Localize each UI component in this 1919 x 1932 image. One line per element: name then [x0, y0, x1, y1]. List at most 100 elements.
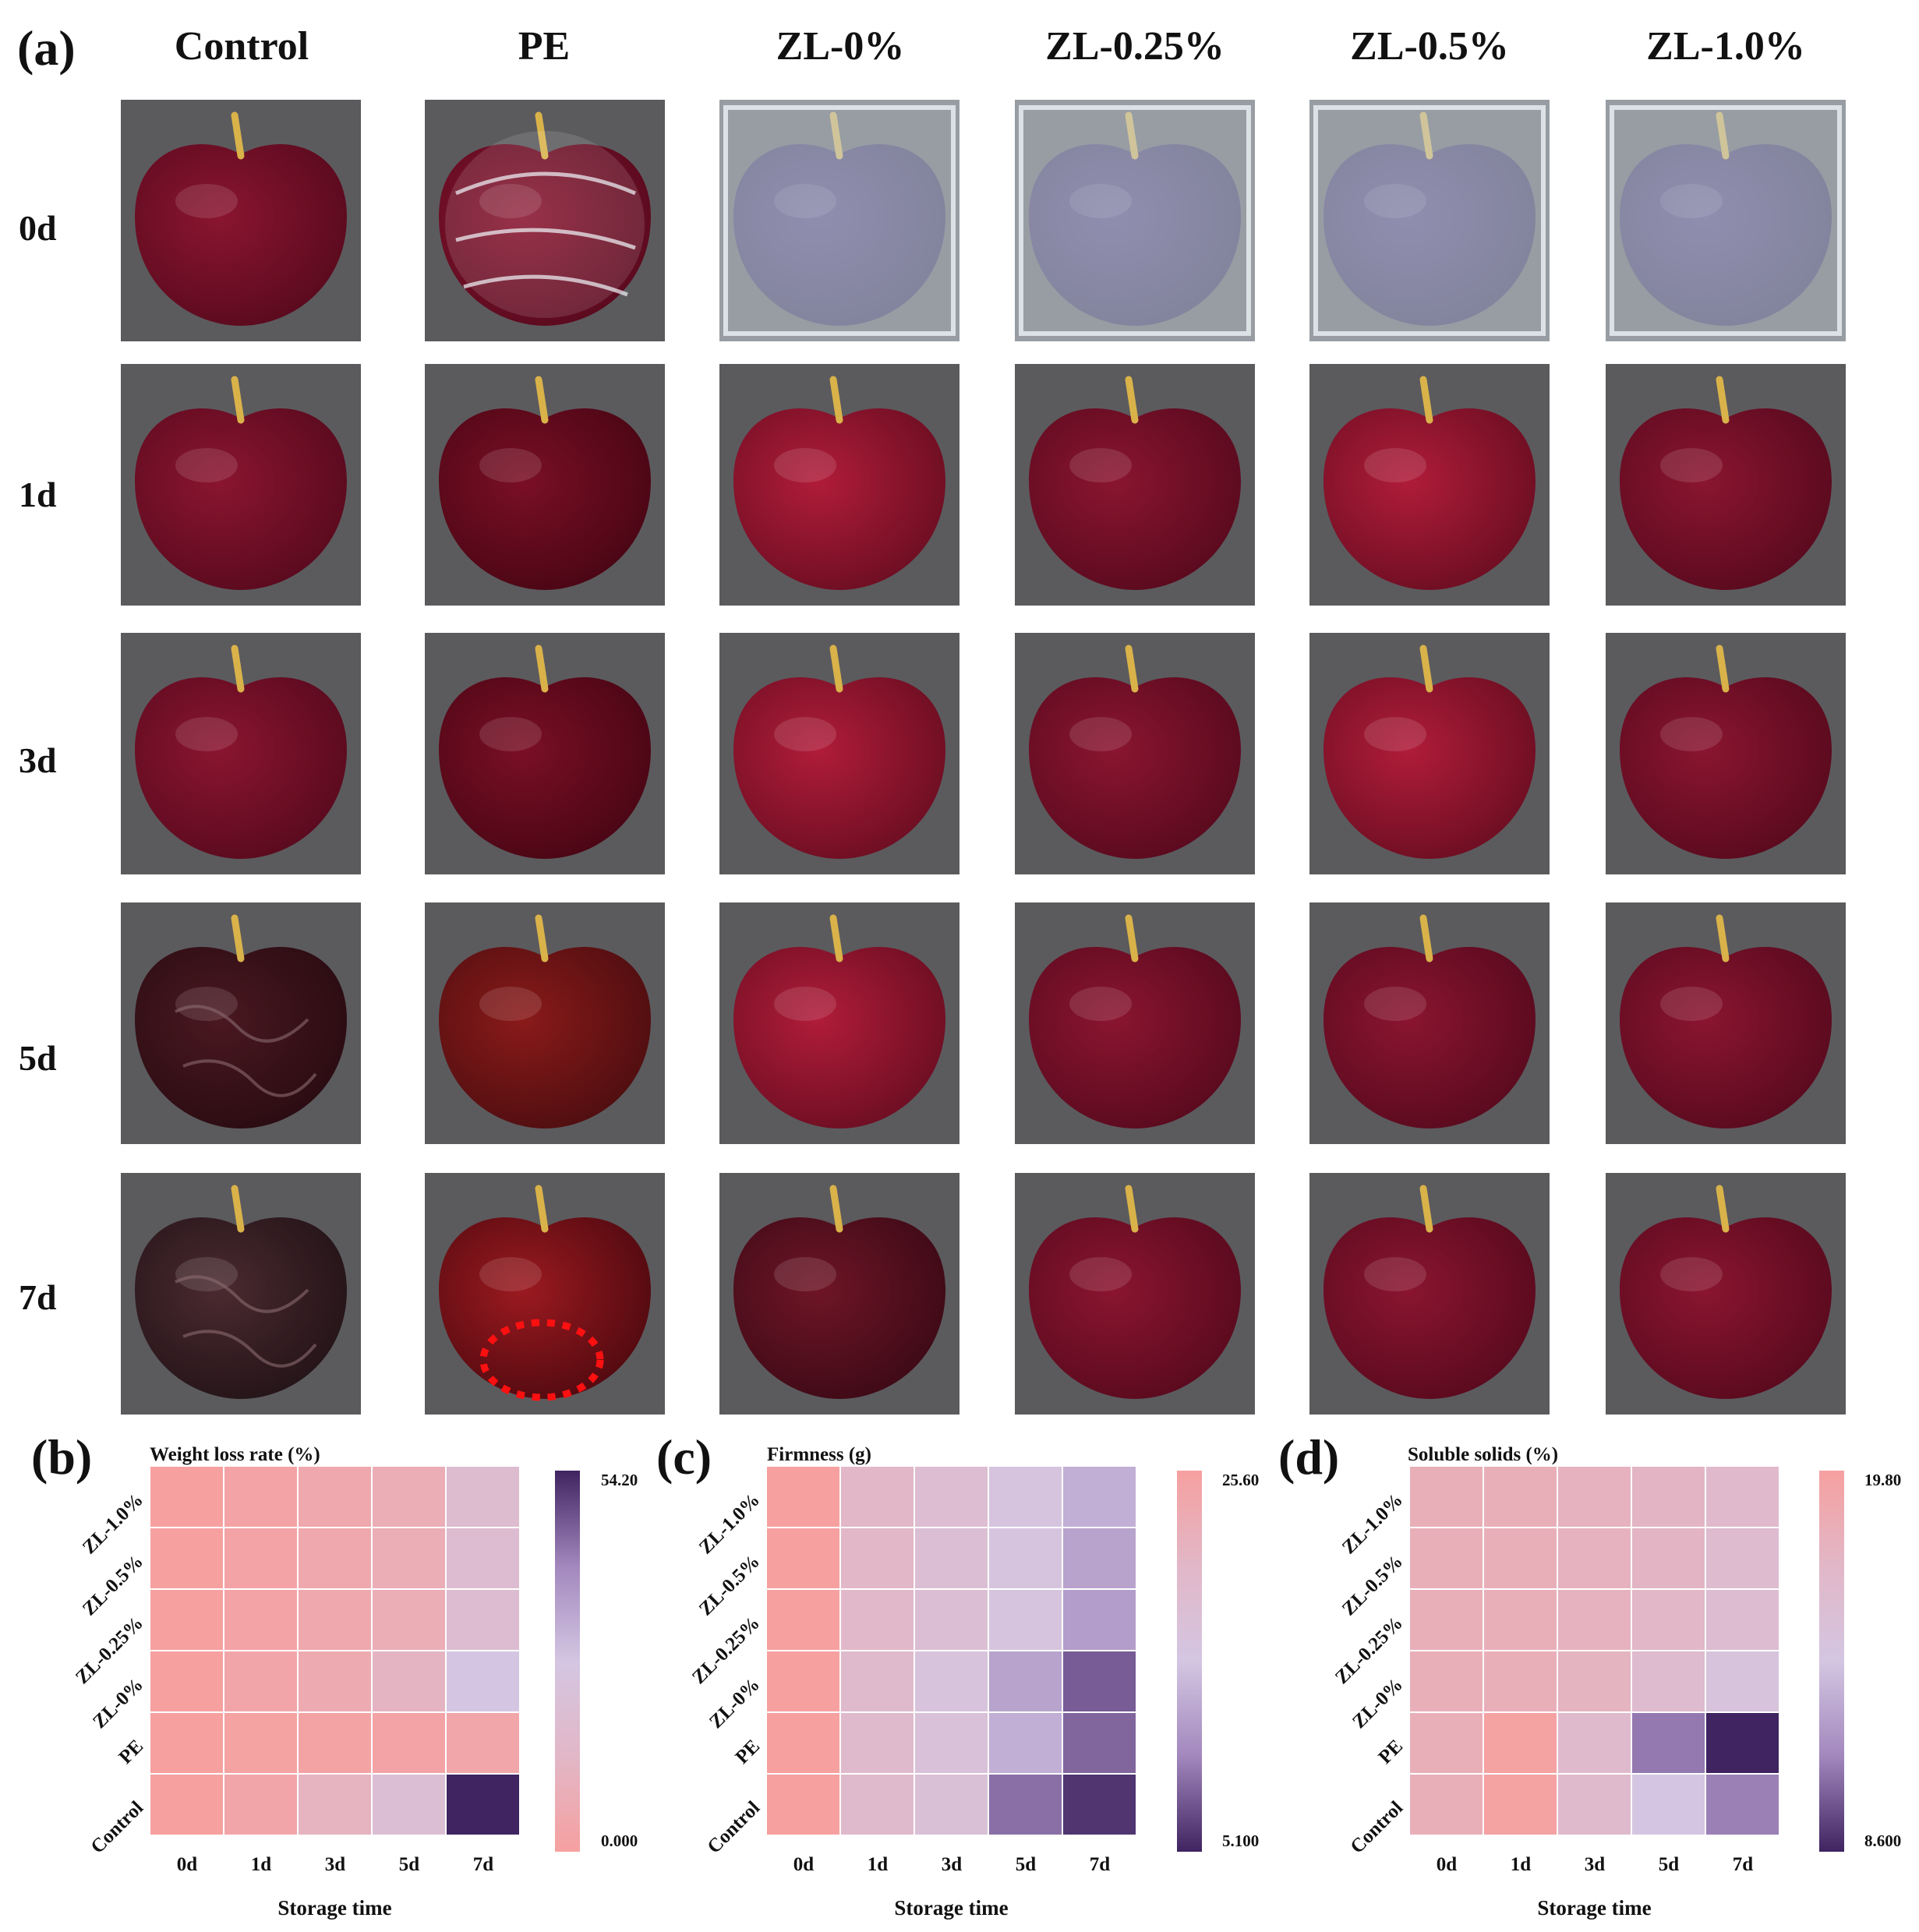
- heatmap-cell: [223, 1527, 299, 1590]
- cherry-photo: [425, 1173, 665, 1415]
- heatmap-cell: [766, 1527, 841, 1590]
- y-tick-label: ZL-0%: [705, 1673, 765, 1732]
- heatmap-cell: [1557, 1527, 1632, 1590]
- heatmap-cell: [371, 1650, 447, 1713]
- heatmap-cell: [223, 1711, 299, 1775]
- heatmap-cell: [1631, 1588, 1706, 1651]
- cherry-photo: [121, 902, 361, 1144]
- cherry-photo: [425, 100, 665, 341]
- heatmap-cell: [445, 1773, 520, 1835]
- x-axis-title: Storage time: [277, 1896, 392, 1920]
- heatmap-cell: [1409, 1773, 1484, 1835]
- cherry-photo: [1309, 364, 1550, 606]
- heatmap-cell: [445, 1588, 520, 1651]
- heatmap-cell: [223, 1773, 299, 1835]
- row-header-0d: 0d: [19, 208, 57, 248]
- heatmap-cell: [914, 1650, 989, 1713]
- x-tick-label: 7d: [472, 1854, 494, 1875]
- heatmap-cell: [766, 1711, 841, 1775]
- heatmap-cell: [766, 1588, 841, 1651]
- heatmap-cell: [150, 1711, 224, 1775]
- heatmap-cell: [766, 1466, 841, 1528]
- column-header-control: Control: [174, 24, 309, 69]
- heatmap-cell: [1409, 1588, 1484, 1651]
- heatmap-cell: [1705, 1773, 1779, 1835]
- heatmap-cell: [839, 1711, 915, 1775]
- colorbar-max-label: 19.80: [1864, 1471, 1902, 1489]
- heatmap-c-title: Firmness (g): [767, 1444, 871, 1465]
- heatmap-cell: [839, 1773, 915, 1835]
- heatmap-cell: [988, 1650, 1063, 1713]
- heatmap-cell: [1062, 1773, 1136, 1835]
- x-tick-label: 5d: [398, 1854, 420, 1875]
- cherry-photo: [121, 1173, 361, 1415]
- x-tick-label: 3d: [941, 1854, 963, 1875]
- heatmap-cell: [223, 1466, 299, 1528]
- x-axis-title: Storage time: [894, 1896, 1009, 1920]
- heatmap-cell: [1062, 1588, 1136, 1651]
- x-tick-label: 7d: [1732, 1854, 1754, 1875]
- heatmap-cell: [1483, 1527, 1558, 1590]
- column-header-zl-05: ZL-0.5%: [1350, 24, 1509, 69]
- heatmap-cell: [839, 1527, 915, 1590]
- heatmap-cell: [150, 1527, 224, 1590]
- x-tick-label: 5d: [1015, 1854, 1037, 1875]
- heatmap-cell: [914, 1773, 989, 1835]
- x-tick-label: 1d: [1510, 1854, 1532, 1875]
- heatmap-cell: [1631, 1650, 1706, 1713]
- x-tick-label: 0d: [793, 1854, 815, 1875]
- heatmap-cell: [1557, 1466, 1632, 1528]
- heatmap-cell: [371, 1527, 447, 1590]
- heatmap-d-title: Soluble solids (%): [1408, 1444, 1559, 1465]
- cherry-photo: [425, 633, 665, 874]
- heatmap-cell: [1557, 1773, 1632, 1835]
- y-tick-label: ZL-0.25%: [1331, 1612, 1408, 1688]
- row-header-3d: 3d: [19, 740, 57, 780]
- heatmap-cell: [988, 1527, 1063, 1590]
- cherry-photo: [121, 633, 361, 874]
- cherry-photo: [1309, 902, 1550, 1144]
- colorbar: [1819, 1471, 1844, 1852]
- colorbar: [555, 1471, 580, 1852]
- y-tick-label: PE: [731, 1735, 765, 1768]
- heatmap-cell: [1062, 1527, 1136, 1590]
- heatmap-cell: [914, 1466, 989, 1528]
- heatmap-cell: [150, 1650, 224, 1713]
- heatmap-cell: [445, 1466, 520, 1528]
- colorbar-min-label: 8.600: [1864, 1831, 1902, 1850]
- heatmap-cell: [297, 1650, 373, 1713]
- heatmap-cell: [988, 1711, 1063, 1775]
- heatmap-cell: [1483, 1588, 1558, 1651]
- heatmap-cell: [371, 1466, 447, 1528]
- heatmap-cell: [297, 1773, 373, 1835]
- heatmap-cell: [1483, 1466, 1558, 1528]
- y-tick-label: ZL-1.0%: [694, 1489, 765, 1558]
- heatmap-cell: [1705, 1588, 1779, 1651]
- heatmap-cell: [1062, 1650, 1136, 1713]
- cherry-photo: [1606, 100, 1846, 341]
- heatmap-cell: [1483, 1650, 1558, 1713]
- heatmap-cell: [839, 1466, 915, 1528]
- cherry-photo: [1015, 100, 1255, 341]
- cherry-photo: [121, 364, 361, 606]
- panel-a-label: (a): [17, 20, 76, 76]
- heatmap-cell: [371, 1773, 447, 1835]
- heatmap-cell: [150, 1773, 224, 1835]
- cherry-photo: [719, 902, 960, 1144]
- heatmap-cell: [445, 1527, 520, 1590]
- x-axis-title: Storage time: [1537, 1896, 1652, 1920]
- heatmap-cell: [1631, 1466, 1706, 1528]
- row-header-1d: 1d: [19, 475, 57, 514]
- heatmap-cell: [1409, 1466, 1484, 1528]
- heatmap-cell: [150, 1588, 224, 1651]
- heatmap-cell: [1409, 1711, 1484, 1775]
- cherry-photo: [719, 364, 960, 606]
- cherry-photo: [719, 100, 960, 341]
- heatmap-cell: [445, 1711, 520, 1775]
- heatmap-cell: [766, 1773, 841, 1835]
- heatmap-cell: [150, 1466, 224, 1528]
- heatmap-cell: [839, 1650, 915, 1713]
- heatmap-cell: [371, 1588, 447, 1651]
- heatmap-cell: [445, 1650, 520, 1713]
- heatmap-grid: [766, 1466, 1136, 1835]
